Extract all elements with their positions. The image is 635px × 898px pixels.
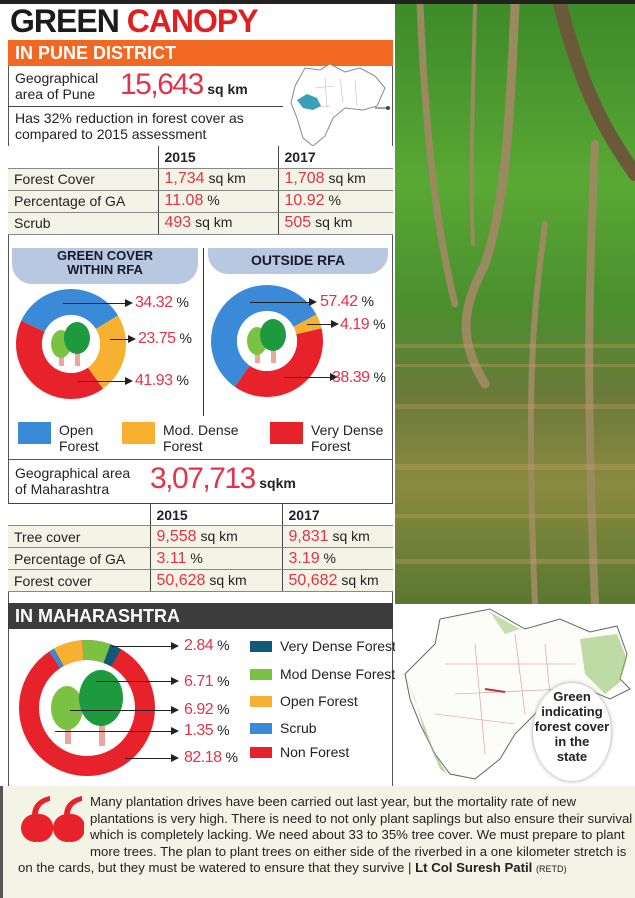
mh-very-dense-pct: 2.84 % <box>184 637 230 654</box>
arrow-icon <box>63 299 133 307</box>
divider <box>203 248 204 416</box>
within-open-pct: 34.32 % <box>135 294 189 311</box>
arrow-icon <box>70 706 179 714</box>
top-rule <box>0 0 635 4</box>
outside-rfa-donut <box>211 285 323 397</box>
arrow-icon <box>125 754 179 762</box>
legend-scrub: Scrub <box>250 720 317 736</box>
tree-icon <box>247 319 286 363</box>
outside-open-pct: 57.42 % <box>320 293 374 310</box>
outside-rfa-title: OUTSIDE RFA <box>208 248 388 274</box>
outside-very-pct: 38.39 % <box>332 369 386 386</box>
legend-mod-dense-forest: Mod. Dense Forest <box>122 422 238 454</box>
arrow-icon <box>55 727 179 735</box>
mh-non-forest-pct: 82.18 % <box>184 749 238 766</box>
mh-open-pct: 6.92 % <box>184 701 230 718</box>
quote-text: Many plantation drives have been carried… <box>18 794 633 876</box>
divider <box>8 106 283 107</box>
legend-open: Open Forest <box>250 693 358 709</box>
table-row: Tree cover 9,558 sq km 9,831 sq km <box>8 525 393 548</box>
legend-mod-dense: Mod Dense Forest <box>250 666 395 682</box>
mh-geo-value: 3,07,713 sqkm <box>150 462 296 495</box>
map-callout: Green indicating forest cover in the sta… <box>533 683 611 781</box>
state-map-illustration <box>404 608 631 780</box>
trees-photo-illustration <box>395 4 635 604</box>
legend-very-dense-forest: Very Dense Forest <box>270 422 383 454</box>
page-title: GREEN CANOPY <box>10 3 259 39</box>
arrow-icon <box>112 642 179 650</box>
legend-non-forest: Non Forest <box>250 744 349 760</box>
within-mod-pct: 23.75 % <box>138 330 192 347</box>
mh-mod-dense-pct: 6.71 % <box>184 673 230 690</box>
arrow-icon <box>110 335 136 343</box>
quotation-mark-icon <box>18 794 86 844</box>
mh-chart-frame <box>8 629 393 786</box>
section-pune-district: IN PUNE DISTRICT <box>8 40 393 66</box>
outside-mod-pct: 4.19 % <box>340 316 386 333</box>
rfa-frame <box>8 246 393 460</box>
mh-scrub-pct: 1.35 % <box>184 722 230 739</box>
table-row: Percentage of GA 3.11 % 3.19 % <box>8 547 393 570</box>
pune-forest-table: 2015 2017 Forest Cover 1,734 sq km 1,708 … <box>8 146 393 235</box>
pune-geo-label: Geographical area of Pune <box>15 70 99 102</box>
legend-very-dense: Very Dense Forest <box>250 638 396 654</box>
pune-geo-value: 15,643 sq km <box>120 68 248 101</box>
arrow-icon <box>307 320 339 328</box>
table-row: Forest Cover 1,734 sq km 1,708 sq km <box>8 168 393 191</box>
section-in-maharashtra: IN MAHARASHTRA <box>8 603 393 629</box>
table-row: Forest cover 50,628 sq km 50,682 sq km <box>8 569 393 592</box>
within-very-pct: 41.93 % <box>135 372 189 389</box>
within-rfa-donut <box>16 289 126 399</box>
tree-icon <box>51 322 90 366</box>
quote-box: Many plantation drives have been carried… <box>0 786 635 898</box>
arrow-icon <box>250 298 317 306</box>
pune-location-map <box>290 63 390 147</box>
forest-photo <box>395 4 635 604</box>
legend-open-forest: Open Forest <box>18 422 99 454</box>
arrow-icon <box>96 677 179 685</box>
arrow-icon <box>284 373 338 381</box>
maharashtra-donut <box>19 640 155 776</box>
arrow-icon <box>78 377 133 385</box>
table-row: Percentage of GA 11.08 % 10.92 % <box>8 190 393 213</box>
tree-icon <box>51 670 123 746</box>
mh-geo-label: Geographical area of Maharashtra <box>15 465 131 497</box>
pune-note: Has 32% reduction in forest cover as com… <box>15 110 244 142</box>
maharashtra-forest-table: 2015 2017 Tree cover 9,558 sq km 9,831 sq… <box>8 503 393 592</box>
table-row: Scrub 493 sq km 505 sq km <box>8 212 393 235</box>
within-rfa-title: GREEN COVER WITHIN RFA <box>12 248 198 284</box>
